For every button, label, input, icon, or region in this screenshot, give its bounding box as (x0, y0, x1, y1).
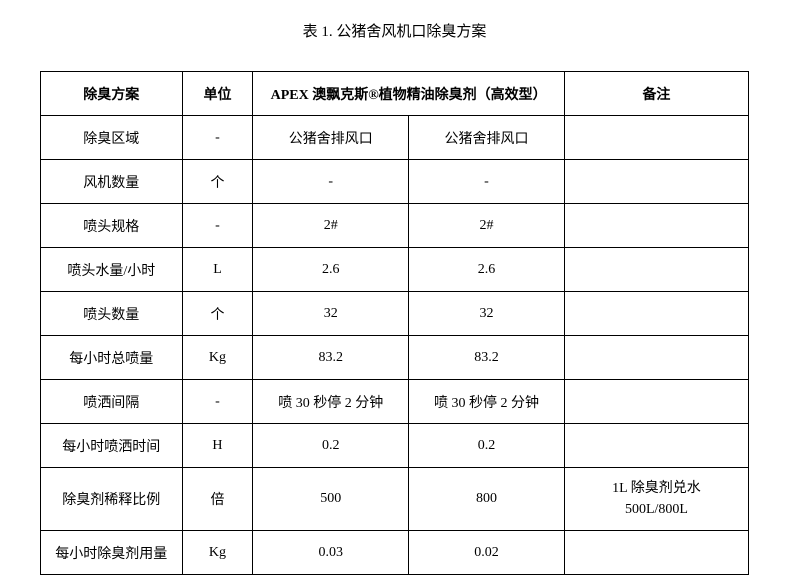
cell-plan: 每小时喷洒时间 (41, 424, 183, 468)
cell-value: 0.2 (409, 424, 565, 468)
cell-unit: Kg (182, 336, 253, 380)
cell-unit: 倍 (182, 468, 253, 531)
cell-note (564, 292, 748, 336)
cell-note (564, 204, 748, 248)
cell-unit: 个 (182, 160, 253, 204)
cell-unit: 个 (182, 292, 253, 336)
cell-note (564, 160, 748, 204)
cell-note (564, 248, 748, 292)
table-row: 喷头规格 - 2# 2# (41, 204, 749, 248)
cell-value: 2.6 (253, 248, 409, 292)
cell-unit: - (182, 116, 253, 160)
table-row: 喷头数量 个 32 32 (41, 292, 749, 336)
cell-plan: 除臭剂稀释比例 (41, 468, 183, 531)
cell-plan: 喷头数量 (41, 292, 183, 336)
cell-value: - (253, 160, 409, 204)
table-header-row: 除臭方案 单位 APEX 澳飘克斯®植物精油除臭剂（高效型） 备注 (41, 72, 749, 116)
table-row: 每小时喷洒时间 H 0.2 0.2 (41, 424, 749, 468)
cell-value: 32 (253, 292, 409, 336)
table-row: 风机数量 个 - - (41, 160, 749, 204)
cell-plan: 除臭区域 (41, 116, 183, 160)
cell-plan: 每小时总喷量 (41, 336, 183, 380)
cell-value: 公猪舍排风口 (253, 116, 409, 160)
cell-value: 喷 30 秒停 2 分钟 (253, 380, 409, 424)
header-plan: 除臭方案 (41, 72, 183, 116)
cell-unit: - (182, 380, 253, 424)
cell-value: 公猪舍排风口 (409, 116, 565, 160)
deodorization-plan-table: 除臭方案 单位 APEX 澳飘克斯®植物精油除臭剂（高效型） 备注 除臭区域 -… (40, 71, 749, 575)
cell-plan: 喷洒间隔 (41, 380, 183, 424)
table-title: 表 1. 公猪舍风机口除臭方案 (40, 20, 749, 41)
table-row: 除臭区域 - 公猪舍排风口 公猪舍排风口 (41, 116, 749, 160)
cell-note (564, 424, 748, 468)
cell-value: 500 (253, 468, 409, 531)
cell-plan: 喷头水量/小时 (41, 248, 183, 292)
cell-value: 32 (409, 292, 565, 336)
cell-value: 83.2 (253, 336, 409, 380)
header-note: 备注 (564, 72, 748, 116)
cell-plan: 风机数量 (41, 160, 183, 204)
table-body: 除臭区域 - 公猪舍排风口 公猪舍排风口 风机数量 个 - - 喷头规格 - 2… (41, 116, 749, 575)
cell-unit: L (182, 248, 253, 292)
table-row: 喷头水量/小时 L 2.6 2.6 (41, 248, 749, 292)
cell-value: 喷 30 秒停 2 分钟 (409, 380, 565, 424)
cell-plan: 喷头规格 (41, 204, 183, 248)
cell-note (564, 336, 748, 380)
cell-value: 2.6 (409, 248, 565, 292)
header-unit: 单位 (182, 72, 253, 116)
cell-unit: - (182, 204, 253, 248)
header-product: APEX 澳飘克斯®植物精油除臭剂（高效型） (253, 72, 565, 116)
cell-note: 1L 除臭剂兑水500L/800L (564, 468, 748, 531)
cell-note (564, 116, 748, 160)
cell-value: - (409, 160, 565, 204)
cell-value: 800 (409, 468, 565, 531)
cell-note (564, 380, 748, 424)
table-row: 每小时总喷量 Kg 83.2 83.2 (41, 336, 749, 380)
cell-value: 2# (409, 204, 565, 248)
table-row: 喷洒间隔 - 喷 30 秒停 2 分钟 喷 30 秒停 2 分钟 (41, 380, 749, 424)
cell-value: 2# (253, 204, 409, 248)
cell-value: 83.2 (409, 336, 565, 380)
cell-unit: H (182, 424, 253, 468)
cell-value: 0.2 (253, 424, 409, 468)
table-row: 除臭剂稀释比例 倍 500 800 1L 除臭剂兑水500L/800L (41, 468, 749, 531)
